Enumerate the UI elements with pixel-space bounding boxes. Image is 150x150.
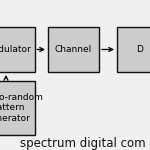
Text: Pseudo-random
pattern
generator: Pseudo-random pattern generator: [0, 93, 43, 123]
Text: D: D: [136, 45, 143, 54]
FancyBboxPatch shape: [0, 27, 34, 72]
FancyBboxPatch shape: [117, 27, 150, 72]
Text: Modulator: Modulator: [0, 45, 30, 54]
Text: Channel: Channel: [55, 45, 92, 54]
FancyBboxPatch shape: [48, 27, 99, 72]
Text: spectrum digital com: spectrum digital com: [20, 138, 145, 150]
FancyBboxPatch shape: [0, 81, 34, 135]
